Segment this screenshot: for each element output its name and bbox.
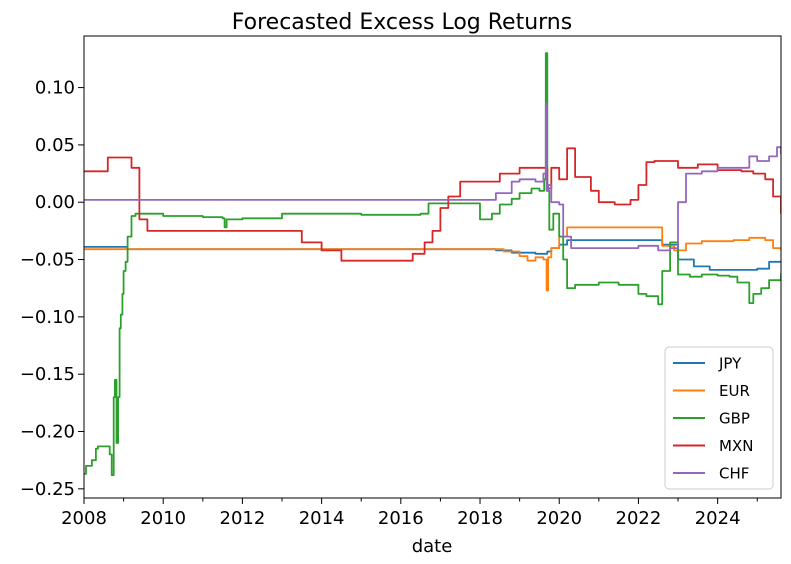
legend-label-mxn: MXN [719, 437, 753, 455]
y-tick-label: −0.05 [20, 250, 75, 271]
series-line-gbp [84, 52, 781, 476]
series-line-chf [84, 102, 781, 252]
x-tick-label: 2014 [299, 508, 345, 529]
x-tick-label: 2012 [220, 508, 266, 529]
y-tick-label: −0.25 [20, 479, 75, 500]
legend-label-jpy: JPY [718, 355, 742, 373]
x-tick-label: 2024 [695, 508, 741, 529]
y-tick-label: −0.10 [20, 307, 75, 328]
legend-label-eur: EUR [719, 382, 750, 400]
chart-title: Forecasted Excess Log Returns [232, 10, 572, 35]
series-layer [84, 52, 781, 476]
x-axis: 2008 2010 2012 2014 2016 2018 2020 2022 2024 [61, 498, 758, 529]
plot-frame [83, 35, 782, 499]
y-axis: 0.10 0.05 0.00 −0.05 −0.10 −0.15 −0.20 −0.25 [20, 78, 84, 500]
x-tick-label: 2020 [536, 508, 582, 529]
y-tick-label: −0.20 [20, 422, 75, 443]
x-axis-label: date [412, 536, 453, 557]
legend-box [664, 346, 774, 490]
y-tick-label: 0.00 [35, 192, 75, 213]
legend-label-gbp: GBP [719, 410, 750, 428]
plot-area [84, 52, 781, 476]
x-tick-label: 2008 [61, 508, 107, 529]
legend: JPY EUR GBP MXN CHF [664, 346, 774, 490]
x-tick-label: 2022 [616, 508, 662, 529]
x-tick-label: 2010 [140, 508, 186, 529]
legend-label-chf: CHF [719, 465, 749, 483]
x-tick-label: 2016 [378, 508, 424, 529]
x-tick-label: 2018 [457, 508, 503, 529]
y-tick-label: −0.15 [20, 364, 75, 385]
series-line-jpy [84, 239, 781, 271]
series-line-mxn [84, 147, 781, 262]
y-tick-label: 0.10 [35, 78, 75, 99]
y-tick-label: 0.05 [35, 135, 75, 156]
